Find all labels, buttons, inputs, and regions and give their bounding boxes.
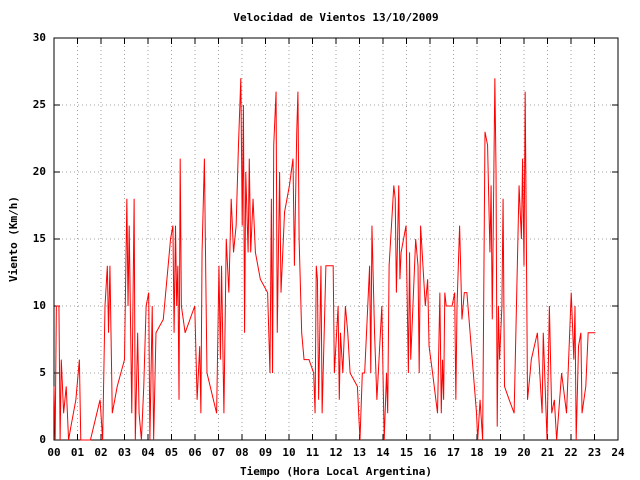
x-tick-label: 00: [47, 446, 60, 459]
chart-title: Velocidad de Vientos 13/10/2009: [233, 11, 438, 24]
data-line: [53, 78, 596, 441]
x-tick-label: 15: [400, 446, 413, 459]
y-tick-label: 0: [39, 433, 46, 446]
x-tick-label: 17: [447, 446, 460, 459]
x-tick-label: 13: [353, 446, 366, 459]
y-axis-label: Viento (Km/h): [7, 196, 20, 282]
x-tick-label: 10: [282, 446, 295, 459]
y-tick-label: 15: [33, 232, 46, 245]
x-tick-label: 06: [188, 446, 202, 459]
x-tick-label: 09: [259, 446, 272, 459]
x-tick-label: 11: [306, 446, 320, 459]
x-tick-label: 04: [141, 446, 155, 459]
y-tick-label: 5: [39, 366, 46, 379]
x-tick-label: 22: [564, 446, 577, 459]
y-tick-label: 25: [33, 98, 46, 111]
x-tick-label: 23: [588, 446, 601, 459]
plot-border: [53, 37, 619, 441]
x-tick-label: 12: [329, 446, 342, 459]
x-tick-label: 14: [376, 446, 390, 459]
x-tick-label: 05: [165, 446, 178, 459]
x-tick-label: 07: [212, 446, 225, 459]
y-tick-label: 30: [33, 31, 46, 44]
x-tick-label: 19: [494, 446, 507, 459]
x-tick-label: 16: [423, 446, 437, 459]
x-tick-label: 20: [517, 446, 530, 459]
x-tick-label: 03: [118, 446, 131, 459]
y-tick-label: 10: [33, 299, 46, 312]
x-tick-label: 21: [541, 446, 555, 459]
y-tick-label: 20: [33, 165, 46, 178]
x-tick-label: 02: [94, 446, 107, 459]
x-tick-label: 01: [71, 446, 85, 459]
x-tick-label: 24: [611, 446, 625, 459]
x-tick-label: 08: [235, 446, 248, 459]
x-axis-label: Tiempo (Hora Local Argentina): [240, 465, 432, 478]
x-tick-label: 18: [470, 446, 483, 459]
